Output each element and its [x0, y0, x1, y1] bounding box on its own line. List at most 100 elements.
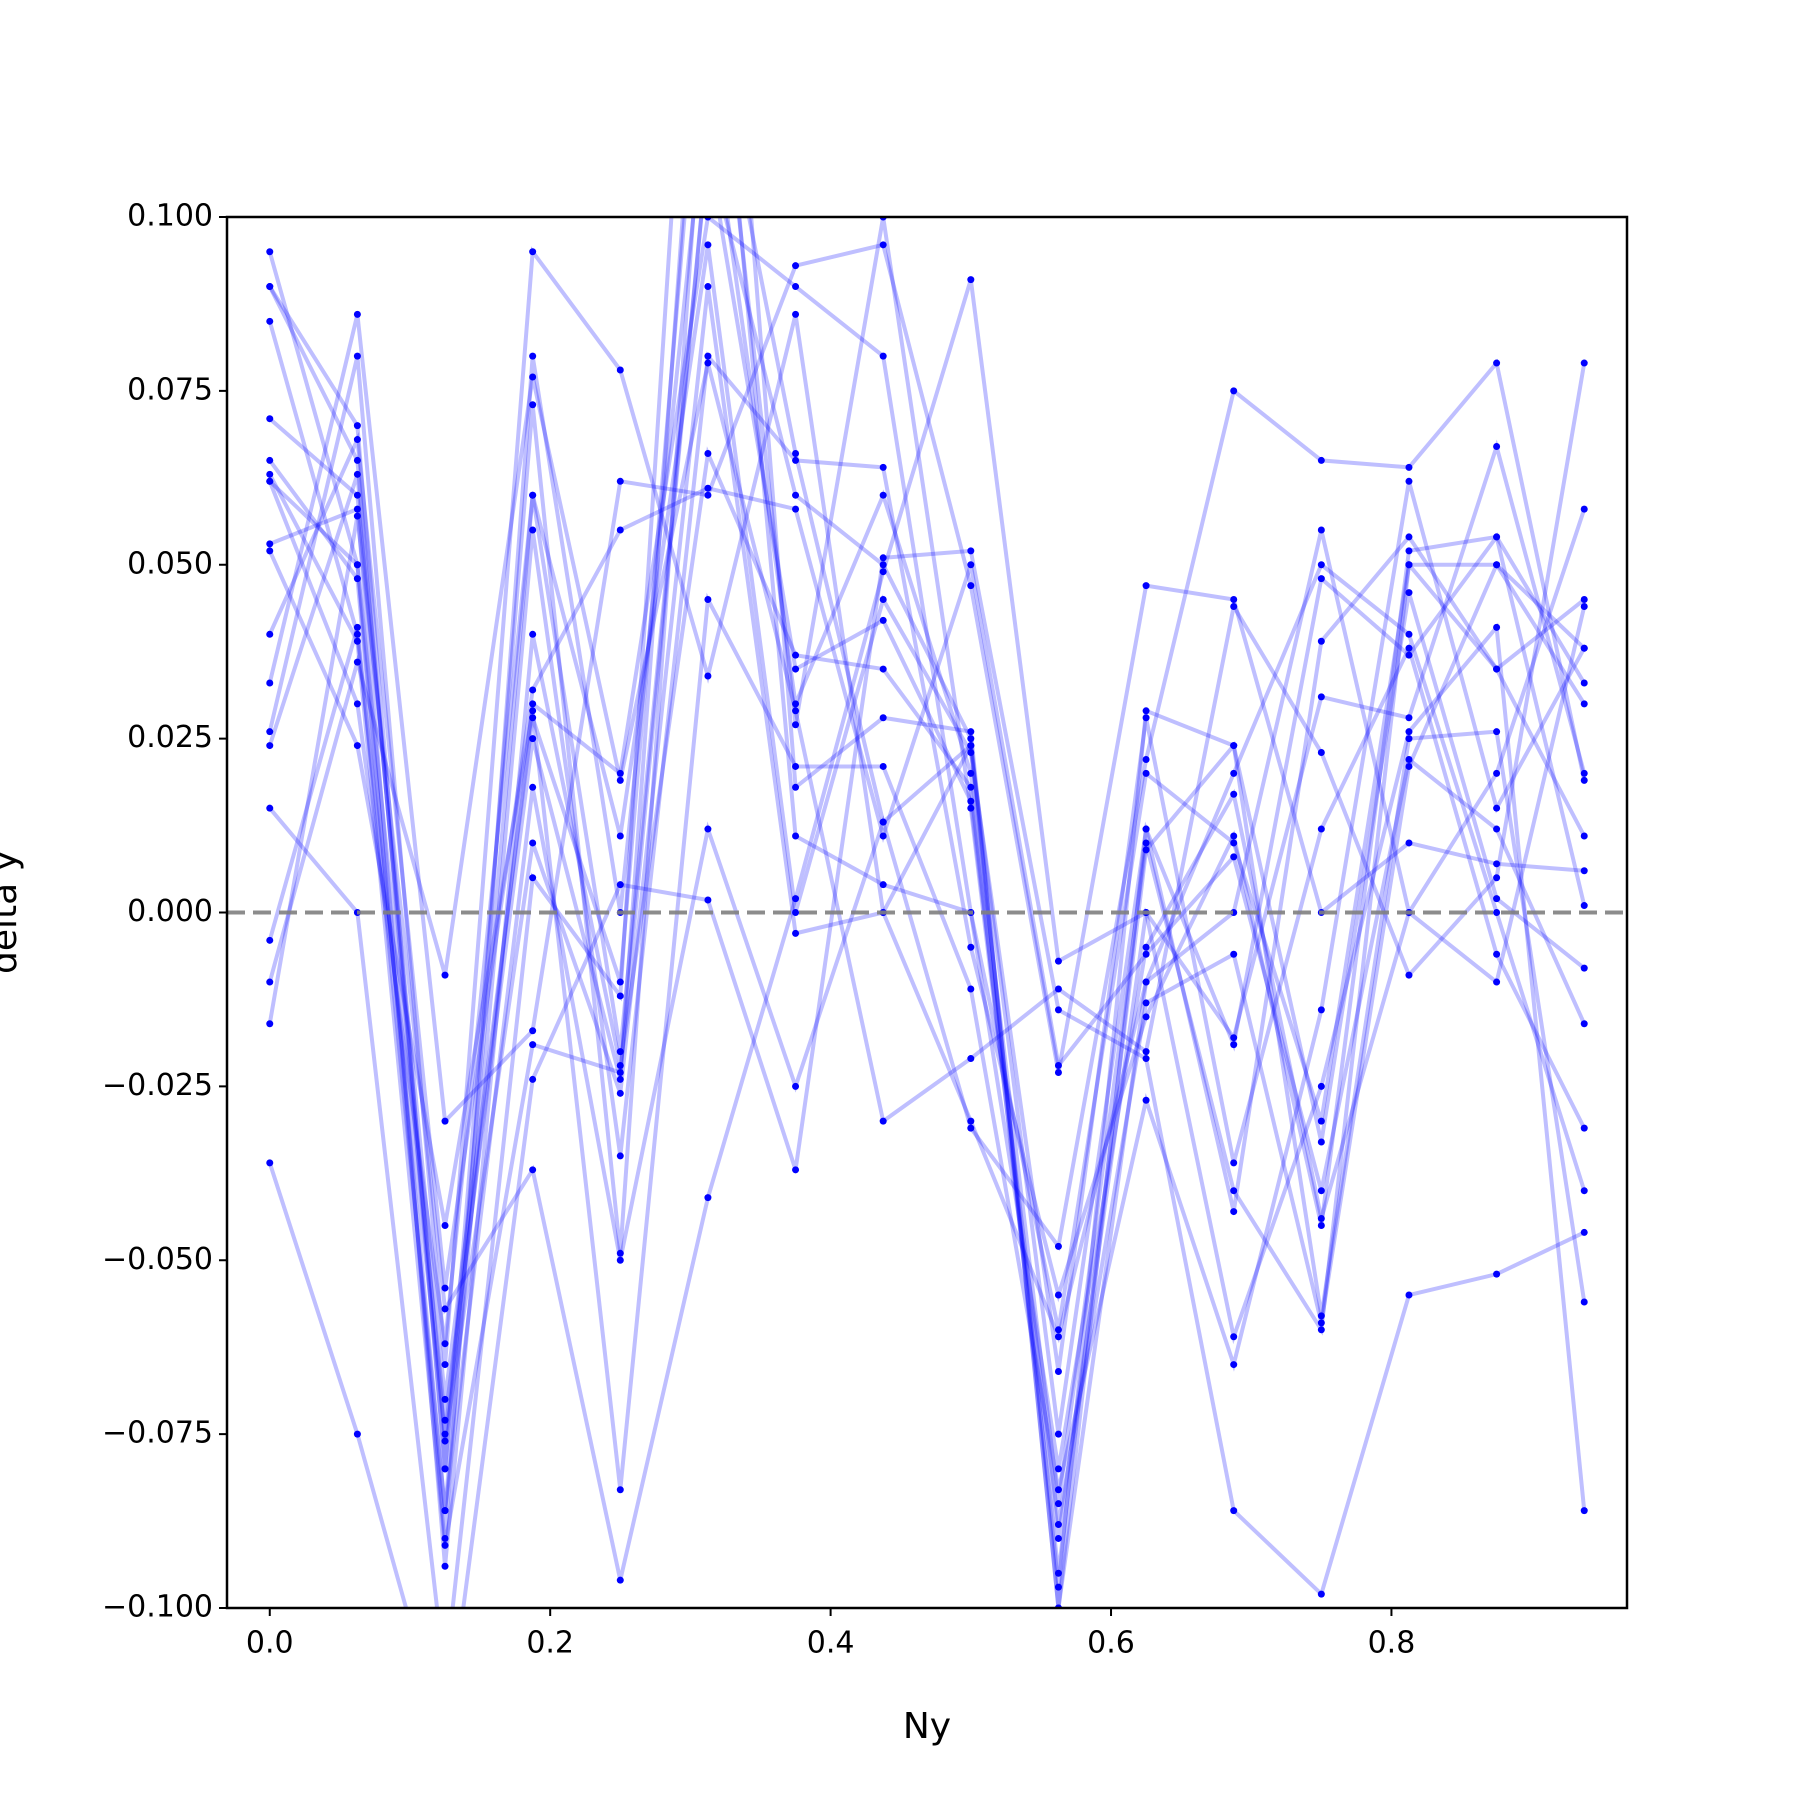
data-point [1405, 630, 1413, 638]
data-point [353, 623, 361, 631]
data-point [529, 686, 537, 694]
data-point [967, 1055, 975, 1063]
data-point [266, 248, 274, 256]
data-point [704, 491, 712, 499]
data-point [967, 1117, 975, 1125]
data-point [1405, 735, 1413, 743]
data-point [353, 456, 361, 464]
data-point [1317, 1138, 1325, 1146]
data-point [1054, 1430, 1062, 1438]
data-point [1054, 1500, 1062, 1508]
data-point [1230, 832, 1238, 840]
data-point [441, 1416, 449, 1424]
data-point [266, 477, 274, 485]
data-point [1493, 359, 1501, 367]
data-point [879, 832, 887, 840]
data-point [879, 881, 887, 889]
data-point [1230, 1041, 1238, 1049]
data-point [704, 1194, 712, 1202]
series-line [267, 431, 1587, 1289]
data-point [967, 276, 975, 284]
data-point [1230, 1333, 1238, 1341]
data-point [1142, 1013, 1150, 1021]
series-line [267, 362, 1587, 1125]
data-point [1317, 749, 1325, 757]
data-point [266, 936, 274, 944]
data-point [1142, 714, 1150, 722]
data-point [879, 616, 887, 624]
data-point [792, 700, 800, 708]
data-point [704, 144, 711, 151]
y-tick-label: 0.075 [127, 372, 213, 407]
data-point [353, 1430, 361, 1438]
data-point [1142, 1055, 1150, 1063]
y-tick-label: 0.000 [127, 894, 213, 929]
data-point [1317, 1187, 1325, 1195]
data-point [1580, 832, 1588, 840]
data-point [616, 1062, 624, 1070]
data-point [1493, 895, 1501, 903]
data-point [1580, 359, 1588, 367]
data-point [1493, 950, 1501, 958]
data-point [441, 1395, 449, 1403]
y-tick-label: 0.100 [127, 199, 213, 234]
data-point [1317, 825, 1325, 833]
data-point [441, 1562, 449, 1570]
y-tick-label: −0.100 [102, 1590, 213, 1625]
data-point [266, 470, 274, 478]
data-point [1054, 985, 1062, 993]
data-point [1054, 1534, 1062, 1542]
data-point [1493, 825, 1501, 833]
data-point [1054, 1465, 1062, 1473]
data-point [1317, 1117, 1325, 1125]
data-point [1580, 596, 1588, 604]
data-point [792, 707, 800, 715]
data-point [1405, 714, 1413, 722]
data-point [967, 985, 975, 993]
data-point [616, 978, 624, 986]
data-point [1317, 561, 1325, 569]
data-point [792, 491, 800, 499]
data-point [616, 1486, 624, 1494]
x-tick-label: 0.4 [807, 1626, 855, 1661]
data-point [1142, 999, 1150, 1007]
data-point [967, 769, 975, 777]
series-line [267, 286, 1587, 1442]
series-line [267, 279, 1587, 1581]
data-point [704, 74, 711, 81]
data-point [1054, 1326, 1062, 1334]
data-point [792, 456, 800, 464]
data-point [441, 971, 449, 979]
data-point [792, 909, 800, 916]
data-point [1405, 971, 1413, 979]
data-point [1405, 477, 1413, 485]
data-point [1317, 1215, 1325, 1223]
data-point [266, 456, 274, 464]
x-tick-label: 0.8 [1368, 1626, 1416, 1661]
data-point [353, 422, 361, 430]
data-point [1405, 1291, 1413, 1299]
data-point [353, 658, 361, 666]
data-point [1317, 1221, 1325, 1229]
data-point [1142, 950, 1150, 958]
data-point [1317, 1082, 1325, 1090]
data-point [1230, 839, 1238, 847]
data-point [1142, 825, 1150, 833]
data-point [353, 491, 361, 499]
data-point [1580, 602, 1588, 610]
data-point [1580, 1187, 1588, 1195]
data-point [353, 352, 361, 360]
data-point [1142, 1048, 1150, 1056]
data-point [1405, 589, 1413, 597]
data-point [529, 839, 537, 847]
data-point [1230, 1187, 1238, 1195]
data-point [704, 449, 712, 457]
data-point [967, 728, 975, 736]
data-point [353, 505, 361, 513]
data-point [353, 742, 361, 750]
data-point [879, 762, 887, 770]
data-point [441, 1507, 449, 1515]
data-point [879, 491, 887, 499]
data-point [1142, 846, 1150, 854]
data-point [616, 1249, 624, 1257]
